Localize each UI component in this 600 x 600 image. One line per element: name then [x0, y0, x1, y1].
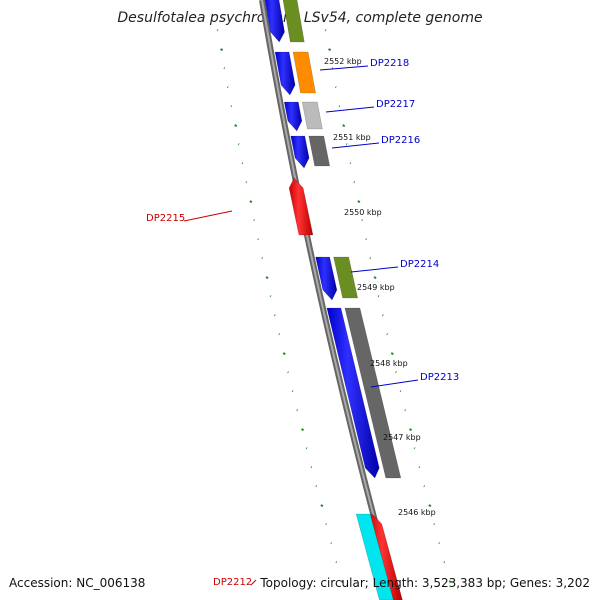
kbp-label: 2551 kbp [333, 133, 371, 142]
tick-mark [320, 504, 324, 508]
gene-arrow-forward [283, 101, 303, 132]
tick-mark [408, 428, 413, 432]
cog-block [292, 51, 316, 94]
tick-mark [428, 504, 432, 508]
tick-mark [249, 200, 253, 204]
tick-mark [234, 124, 238, 128]
gene-arrow-reverse [288, 177, 314, 236]
gene-label: DP2213 [420, 372, 459, 383]
accession-label: Accession: NC_006138 [9, 576, 146, 590]
backbone-ring [259, 0, 400, 600]
gene-label: DP2212 [213, 577, 252, 588]
backbone-line [259, 0, 400, 600]
cog-block [308, 135, 331, 167]
tick-mark [265, 276, 269, 280]
label-leader-line [331, 142, 380, 149]
kbp-label: 2548 kbp [370, 359, 408, 368]
label-leader-line [250, 579, 257, 586]
kbp-label: 2547 kbp [383, 433, 421, 442]
tick-mark [340, 580, 344, 584]
cog-block [282, 0, 305, 43]
tick-mark [390, 352, 394, 356]
gene-arrow-forward [315, 256, 338, 301]
label-leader-line [350, 266, 399, 273]
label-leader-line [325, 106, 375, 113]
kbp-label: 2549 kbp [357, 283, 395, 292]
gene-arrow-forward [264, 0, 285, 43]
tick-mark [357, 200, 361, 204]
kbp-labels: 2552 kbp 2551 kbp 2550 kbp 2549 kbp 2548 kbp… [324, 57, 436, 517]
genome-summary: Topology: circular; Length: 3,523,383 bp… [260, 576, 590, 590]
label-leader-line [319, 65, 369, 71]
tick-mark [328, 48, 332, 52]
gene-arrow-forward [326, 307, 380, 479]
tick-mark [282, 352, 286, 356]
cog-block [301, 101, 323, 130]
tick-mark [373, 276, 377, 280]
kbp-label: 2552 kbp [324, 57, 362, 66]
tick-marks [216, 29, 452, 584]
gene-arrow-forward [290, 135, 310, 169]
gene-arrow-forward [274, 51, 296, 96]
cog-block [344, 307, 402, 479]
label-leader-line [183, 210, 233, 222]
kbp-label: 2550 kbp [344, 208, 382, 217]
gene-label: DP2217 [376, 99, 415, 110]
backbone-highlight [261, 0, 398, 600]
gene-label: DP2214 [400, 259, 439, 270]
tick-mark [448, 580, 452, 584]
tick-mark [220, 48, 224, 52]
cog-block [355, 513, 394, 600]
kbp-label: 2546 kbp [398, 508, 436, 517]
gene-label: DP2215 [146, 213, 185, 224]
label-leader-line [370, 379, 419, 388]
tick-mark [342, 124, 346, 128]
gene-labels: DP2218 DP2217 DP2216 DP2215 DP2214 DP2213 DP22… [146, 58, 459, 588]
cog-block [333, 256, 359, 299]
tick-mark [300, 428, 305, 432]
gene-label: DP2216 [381, 135, 420, 146]
gene-features [264, 0, 403, 600]
gene-label: DP2218 [370, 58, 409, 69]
